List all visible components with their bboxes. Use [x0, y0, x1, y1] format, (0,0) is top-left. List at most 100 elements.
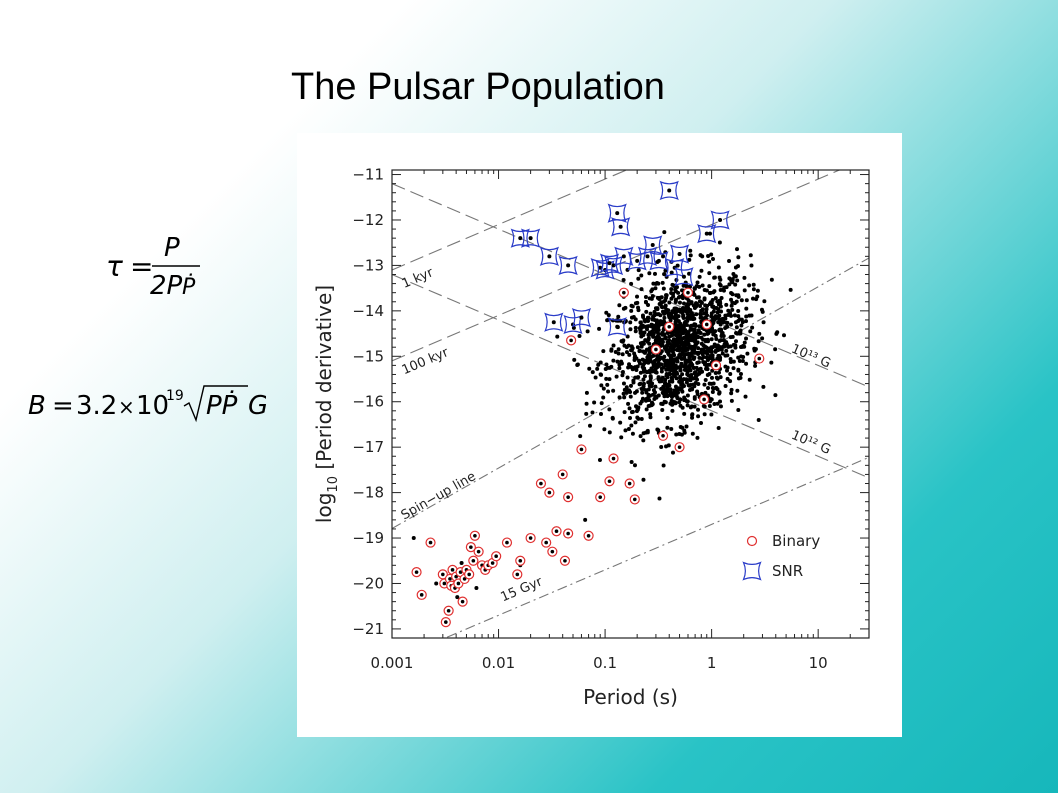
pulsar-point [642, 358, 647, 363]
pulsar-point [590, 410, 595, 415]
pulsar-point [709, 337, 714, 342]
pulsar-point [663, 335, 668, 340]
pulsar-point [697, 330, 702, 335]
binary-point [650, 344, 662, 355]
pulsar-point [730, 349, 735, 354]
pulsar-point [725, 353, 730, 358]
pulsar-point [636, 305, 641, 310]
pulsar-point [656, 324, 661, 329]
pulsar-point [633, 301, 638, 306]
y-tick-label: −18 [352, 484, 384, 502]
pulsar-point [734, 299, 739, 304]
pulsar-point [723, 384, 728, 389]
pulsar-point [707, 403, 712, 408]
field-symbol: B [28, 391, 46, 421]
pulsar-point [655, 307, 660, 312]
pulsar-point [646, 387, 651, 392]
y-tick-label: −20 [352, 574, 384, 592]
pulsar-point [696, 295, 701, 300]
snr-point [659, 180, 679, 201]
pulsar-point [681, 342, 686, 347]
pulsar-point [711, 316, 716, 321]
pulsar-point [716, 265, 721, 270]
tau-symbol: τ [106, 250, 123, 283]
pulsar-point [578, 434, 583, 439]
pulsar-point [642, 330, 647, 335]
pulsar-point [590, 370, 595, 375]
pulsar-point [641, 341, 646, 346]
pulsar-point [691, 332, 696, 337]
pulsar-point [729, 313, 734, 318]
pulsar-point [670, 402, 675, 407]
reference-line-label: 15 Gyr [499, 574, 546, 605]
binary-point [465, 542, 476, 553]
pulsar-point [648, 311, 653, 316]
snr-point [674, 267, 694, 287]
pulsar-point [706, 385, 711, 390]
pulsar-point [593, 375, 598, 380]
pulsar-point [688, 378, 693, 383]
pulsar-point [664, 345, 669, 350]
pulsar-point [626, 343, 631, 348]
pulsar-point [664, 391, 669, 396]
pulsar-point [652, 313, 657, 318]
binary-point [468, 555, 479, 566]
pulsar-point [687, 257, 692, 262]
y-tick-label: −15 [352, 347, 384, 365]
pulsar-point [645, 315, 650, 320]
pulsar-point [664, 293, 669, 298]
reference-line [392, 183, 869, 388]
binary-point [491, 551, 502, 562]
field-unit: G [248, 391, 266, 421]
pulsar-point [643, 338, 648, 343]
pulsar-point [599, 401, 604, 406]
pulsar-point [598, 360, 603, 365]
legend-label: Binary [772, 532, 820, 550]
pulsar-point [739, 298, 744, 303]
pulsar-point [736, 376, 741, 381]
pulsar-point [761, 320, 766, 325]
pulsar-point [630, 304, 635, 309]
pulsar-point [738, 328, 743, 333]
pulsar-point [668, 318, 673, 323]
pulsar-point [750, 325, 755, 330]
sqrt-sign [183, 385, 248, 423]
pulsar-point [642, 374, 647, 379]
pulsar-point [733, 339, 738, 344]
pulsar-point [622, 343, 627, 348]
pulsar-point [651, 326, 656, 331]
pulsar-point [760, 309, 765, 314]
pulsar-point [716, 426, 721, 431]
pulsar-point [717, 275, 722, 280]
pulsar-point [676, 319, 681, 324]
binary-point [701, 319, 712, 330]
pulsar-point [717, 240, 722, 245]
pulsar-point [637, 349, 642, 354]
pulsar-point [738, 331, 743, 336]
pulsar-point [656, 312, 661, 317]
pulsar-point [622, 395, 627, 400]
x-tick-label: 0.01 [482, 654, 515, 672]
pulsar-point [695, 389, 700, 394]
pulsar-point [575, 362, 580, 367]
pulsar-point [572, 357, 577, 362]
pulsar-point [729, 290, 734, 295]
pulsar-point [678, 323, 683, 328]
pulsar-point [693, 380, 698, 385]
tau-pdot-dot: Ṗ [182, 274, 196, 300]
field-base: 10 [136, 391, 169, 421]
y-tick-label: −11 [352, 166, 384, 184]
pulsar-point [699, 335, 704, 340]
pulsar-point [689, 373, 694, 378]
pulsar-point [673, 289, 678, 294]
pulsar-point [651, 353, 656, 358]
pulsar-point [592, 400, 597, 405]
pulsar-point [622, 410, 627, 415]
binary-point [457, 596, 468, 607]
pulsar-point [673, 315, 678, 320]
pulsar-point [643, 299, 648, 304]
pulsar-point [697, 274, 702, 279]
pulsar-point [722, 285, 727, 290]
pulsar-point [728, 357, 733, 362]
pulsar-point [773, 347, 778, 352]
